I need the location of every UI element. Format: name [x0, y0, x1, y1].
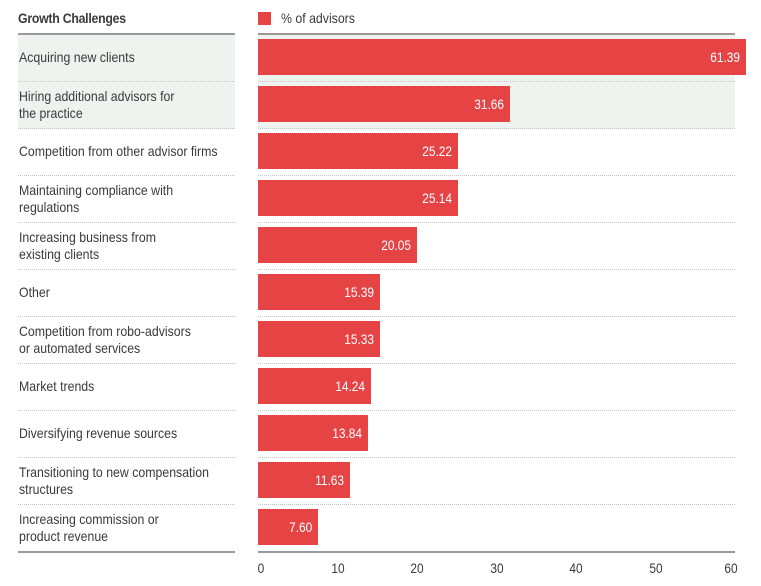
- row-separator: [258, 457, 735, 458]
- category-label: Transitioning to new compensation structu…: [19, 458, 248, 503]
- x-tick-label: 50: [648, 560, 663, 576]
- category-label-text: Hiring additional advisors for the practi…: [19, 87, 175, 121]
- category-label-text: Maintaining compliance with regulations: [19, 181, 174, 215]
- row-separator: [18, 316, 235, 317]
- bar-row: Diversifying revenue sources 13.84: [0, 411, 761, 458]
- bar-value-label: 31.66: [473, 96, 504, 112]
- bar-row: Other 15.39: [0, 270, 761, 317]
- bar-value-label: 14.24: [335, 378, 366, 394]
- bar: 25.14: [258, 180, 458, 216]
- bar-row: Transitioning to new compensation structu…: [0, 458, 761, 505]
- x-tick-label: 40: [569, 560, 583, 576]
- bar: 61.39: [258, 39, 747, 75]
- category-label-text: Acquiring new clients: [19, 49, 135, 65]
- bar-row: Acquiring new clients 61.39: [0, 35, 761, 82]
- header-rule-left: [18, 33, 235, 35]
- x-tick-label: 30: [489, 560, 504, 576]
- bar-row: Hiring additional advisors for the practi…: [0, 82, 761, 129]
- row-separator: [258, 410, 735, 411]
- header-rule-right: [258, 33, 735, 35]
- x-axis-line: [258, 551, 735, 553]
- row-separator: [258, 316, 735, 317]
- row-separator: [18, 457, 235, 458]
- row-background: [258, 505, 735, 552]
- axis-rule-left: [18, 551, 235, 553]
- category-label-text: Transitioning to new compensation structu…: [19, 463, 209, 497]
- x-tick-label: 20: [410, 560, 424, 576]
- bar-value-label: 11.63: [315, 472, 345, 488]
- legend: % of advisors: [258, 10, 365, 26]
- bar: 31.66: [258, 86, 510, 122]
- row-background: [18, 82, 235, 129]
- category-label-text: Increasing business from existing clients: [19, 228, 156, 262]
- row-separator: [258, 128, 735, 129]
- row-separator: [18, 128, 235, 129]
- bar-value-label: 7.60: [289, 519, 313, 535]
- legend-swatch: [258, 11, 271, 25]
- category-label-text: Competition from other advisor firms: [19, 143, 218, 159]
- category-label-text: Market trends: [19, 378, 95, 394]
- category-label: Increasing business from existing clients: [19, 223, 248, 268]
- bar: 13.84: [258, 415, 369, 451]
- category-label: Increasing commission or product revenue: [19, 505, 248, 550]
- category-label: Maintaining compliance with regulations: [19, 176, 248, 221]
- bar: 20.05: [258, 227, 418, 263]
- bar: 15.39: [258, 274, 381, 310]
- bar-row: Maintaining compliance with regulations 25…: [0, 176, 761, 223]
- category-label-text: Competition from robo-advisors or automat…: [19, 322, 191, 356]
- category-label: Market trends: [19, 364, 248, 409]
- x-tick-label: 0: [257, 560, 265, 576]
- bar: 15.33: [258, 321, 380, 357]
- bar-value-label: 25.14: [422, 190, 452, 206]
- bar-row: Competition from robo-advisors or automat…: [0, 317, 761, 364]
- category-label: Competition from robo-advisors or automat…: [19, 317, 248, 362]
- row-separator: [258, 222, 735, 223]
- x-tick-label: 10: [330, 560, 345, 576]
- bar-value-label: 15.33: [344, 331, 374, 347]
- bar-value-label: 61.39: [710, 49, 741, 65]
- bar-value-label: 13.84: [332, 425, 363, 441]
- bar: 11.63: [258, 462, 351, 498]
- row-separator: [258, 269, 735, 270]
- category-label: Hiring additional advisors for the practi…: [19, 82, 248, 127]
- row-separator: [18, 81, 235, 82]
- category-label: Other: [19, 270, 248, 315]
- legend-label: % of advisors: [281, 10, 355, 26]
- row-separator: [18, 363, 235, 364]
- bar-row: Competition from other advisor firms 25.2…: [0, 129, 761, 176]
- bar-value-label: 20.05: [381, 237, 412, 253]
- row-separator: [258, 175, 735, 176]
- x-tick-label: 60: [724, 560, 738, 576]
- category-label: Competition from other advisor firms: [19, 129, 248, 174]
- category-label: Acquiring new clients: [19, 35, 248, 80]
- bar-value-label: 15.39: [344, 284, 375, 300]
- bar-row: Market trends 14.24: [0, 364, 761, 411]
- bar: 7.60: [258, 509, 319, 545]
- row-separator: [18, 504, 235, 505]
- bar: 25.22: [258, 133, 459, 169]
- bar-row: Increasing commission or product revenue 7…: [0, 505, 761, 552]
- category-label-text: Increasing commission or product revenue: [19, 510, 159, 544]
- row-separator: [18, 269, 235, 270]
- row-separator: [258, 363, 735, 364]
- category-label-text: Diversifying revenue sources: [19, 425, 178, 441]
- bar-value-label: 25.22: [422, 143, 453, 159]
- category-label-text: Other: [19, 284, 50, 300]
- row-separator: [258, 504, 735, 505]
- row-separator: [18, 175, 235, 176]
- row-background: [18, 35, 235, 82]
- bar: 14.24: [258, 368, 372, 404]
- row-separator: [18, 410, 235, 411]
- category-label: Diversifying revenue sources: [19, 411, 248, 456]
- chart-title: Growth Challenges: [18, 10, 126, 26]
- row-separator: [258, 81, 735, 82]
- bar-row: Increasing business from existing clients…: [0, 223, 761, 270]
- row-separator: [18, 222, 235, 223]
